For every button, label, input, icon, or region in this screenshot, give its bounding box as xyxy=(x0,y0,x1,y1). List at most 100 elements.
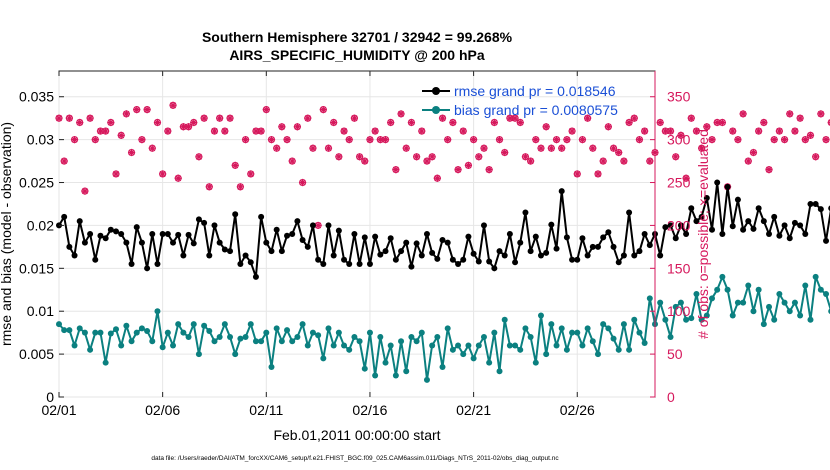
bias-point xyxy=(102,359,109,366)
rmse-point xyxy=(522,209,529,216)
bias-point xyxy=(92,329,99,336)
bias-point xyxy=(377,333,384,340)
bias-point xyxy=(185,333,192,340)
rmse-point xyxy=(423,231,430,237)
bias-point xyxy=(180,329,187,336)
rmse-point xyxy=(278,248,285,255)
bias-point xyxy=(237,335,244,342)
obs-evaluated-marker xyxy=(791,127,799,135)
bias-point xyxy=(776,291,783,298)
obs-evaluated-marker xyxy=(677,131,685,139)
bias-point xyxy=(657,299,664,306)
bias-point xyxy=(677,299,684,306)
bias-point xyxy=(216,333,223,340)
obs-evaluated-marker xyxy=(195,153,203,161)
bias-point xyxy=(299,321,306,328)
rmse-point xyxy=(439,237,446,244)
bias-point xyxy=(781,299,788,306)
bias-point xyxy=(434,333,441,340)
bias-point xyxy=(734,299,741,306)
obs-evaluated-marker xyxy=(594,170,602,178)
obs-evaluated-marker xyxy=(350,114,359,122)
bias-point xyxy=(413,338,420,345)
rmse-point xyxy=(817,206,824,213)
bias-point xyxy=(128,338,135,345)
x-axis-label: Feb.01,2011 00:00:00 start xyxy=(273,427,440,443)
bias-point xyxy=(584,325,591,332)
rmse-point xyxy=(579,235,586,242)
rmse-point xyxy=(693,218,700,225)
bias-point xyxy=(760,321,767,328)
obs-evaluated-marker xyxy=(293,123,301,131)
legend-marker xyxy=(432,106,440,114)
bias-point xyxy=(227,333,234,340)
bias-point xyxy=(709,295,716,302)
bias-point xyxy=(273,325,280,332)
obs-evaluated-marker xyxy=(267,136,276,144)
obs-evaluated-marker xyxy=(630,114,638,122)
bias-point xyxy=(771,316,778,323)
rmse-point xyxy=(672,235,679,242)
rmse-point xyxy=(823,237,830,244)
rmse-point xyxy=(698,213,705,220)
bias-point xyxy=(206,327,213,334)
obs-evaluated-marker xyxy=(765,166,773,174)
x-tick-label: 02/16 xyxy=(352,402,387,418)
rmse-point xyxy=(496,248,503,255)
y-tick-label: 0.03 xyxy=(27,132,54,148)
obs-evaluated-marker xyxy=(55,114,63,122)
bias-point xyxy=(807,316,814,323)
obs-evaluated-marker xyxy=(148,144,156,152)
bias-point xyxy=(71,342,78,349)
legend: rmse grand pr = 0.018546 bias grand pr = … xyxy=(422,83,618,118)
obs-evaluated-marker xyxy=(402,144,410,152)
obs-evaluated-marker xyxy=(340,127,348,135)
obs-evaluated-marker xyxy=(236,183,244,191)
bias-point xyxy=(543,351,550,358)
bias-point xyxy=(366,329,373,336)
x-tick-label: 02/26 xyxy=(560,402,595,418)
rmse-point xyxy=(766,231,773,237)
bias-point xyxy=(61,327,68,334)
rmse-point xyxy=(501,252,508,259)
bias-point xyxy=(646,295,653,302)
bias-point xyxy=(221,321,228,328)
rmse-point xyxy=(299,237,306,244)
rmse-point xyxy=(232,211,239,218)
obs-evaluated-marker xyxy=(324,144,333,152)
obs-evaluated-marker xyxy=(454,166,462,174)
rmse-point xyxy=(144,265,151,272)
bias-point xyxy=(569,329,576,336)
rmse-point xyxy=(87,231,94,237)
obs-evaluated-marker xyxy=(376,136,384,144)
rmse-point xyxy=(506,231,513,237)
rmse-point xyxy=(512,259,519,266)
rmse-point xyxy=(128,261,135,268)
obs-evaluated-marker xyxy=(205,183,213,191)
rmse-point xyxy=(667,222,674,229)
obs-evaluated-marker xyxy=(470,136,478,144)
obs-evaluated-marker xyxy=(444,136,452,144)
obs-evaluated-marker xyxy=(76,118,84,127)
obs-evaluated-marker xyxy=(459,127,467,135)
rmse-point xyxy=(677,222,684,229)
obs-evaluated-marker xyxy=(449,118,457,127)
obs-evaluated-marker xyxy=(381,136,390,144)
x-axis-ticks: 02/01 02/06 02/11 02/16 02/21 02/26 xyxy=(41,71,595,418)
rmse-point xyxy=(268,248,275,255)
bias-point xyxy=(444,325,451,332)
bias-point xyxy=(589,338,596,345)
bias-point xyxy=(579,342,586,349)
rmse-point xyxy=(372,233,379,240)
rmse-point xyxy=(252,273,259,280)
rmse-point xyxy=(537,252,544,259)
bias-point xyxy=(335,329,342,336)
obs-evaluated-marker xyxy=(355,153,364,161)
bias-point xyxy=(631,316,638,323)
legend-label: bias grand pr = 0.0080575 xyxy=(454,102,618,118)
bias-point xyxy=(252,338,259,345)
rmse-point xyxy=(138,239,145,246)
y2-axis-ticks: 0 50 100 150 200 250 300 350 xyxy=(650,71,691,405)
rmse-point xyxy=(149,231,156,237)
y2-tick-label: 200 xyxy=(667,217,691,233)
